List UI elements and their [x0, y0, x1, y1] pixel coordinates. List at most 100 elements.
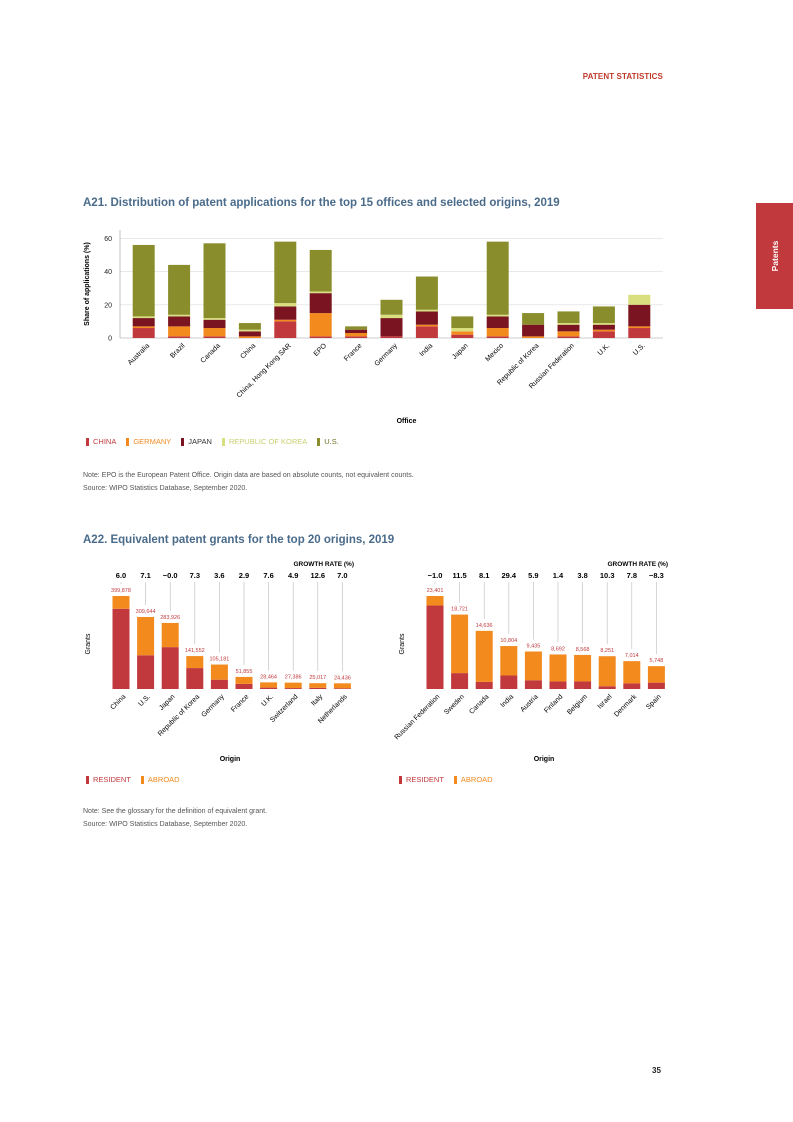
a22-left-total-label: 105,181 — [209, 657, 229, 663]
a22-left-bar-abroad — [235, 676, 253, 684]
a22-left-bar-abroad — [137, 616, 155, 656]
a22-right-growth-rate: 1.4 — [553, 571, 564, 580]
a21-bar-segment — [592, 323, 615, 325]
a22-right-growth-rate: 7.8 — [627, 571, 637, 580]
a22-left-bar-abroad — [112, 596, 130, 609]
a22-left-x-tick: France — [230, 693, 250, 713]
a22-right-bar-resident — [549, 681, 567, 689]
a21-bar-segment — [309, 336, 332, 338]
a21-bar-segment — [380, 299, 403, 315]
a22-legend-right: RESIDENT ABROAD — [399, 775, 493, 784]
a21-legend-swatch — [221, 437, 225, 446]
a22-left-growth-title: GROWTH RATE (%) — [293, 561, 354, 568]
a21-bar-segment — [415, 324, 438, 327]
a22-left-total-label: 25,017 — [309, 675, 326, 681]
a22-right-bar-abroad — [451, 614, 469, 674]
a21-bar-segment — [451, 334, 474, 338]
a22-left-total-label: 283,926 — [160, 615, 180, 621]
a21-bar-segment — [168, 314, 191, 317]
a21-bar-segment — [628, 304, 651, 327]
a22-left-bar-abroad — [284, 682, 302, 689]
a22-right-total-label: 9,435 — [527, 644, 541, 650]
a22-right-legend-item: ABROAD — [453, 775, 493, 784]
a22-right-growth-rate: −1.0 — [428, 571, 443, 580]
a21-x-label: Office — [397, 418, 417, 425]
a22-right-growth-rate: 10.3 — [600, 571, 615, 580]
a22-left-bar-resident — [333, 688, 351, 689]
a21-notes: Note: EPO is the European Patent Office.… — [83, 469, 414, 495]
a22-right-legend-label: ABROAD — [460, 775, 493, 784]
a21-bar-segment — [132, 316, 155, 319]
a22-right-bar-resident — [451, 673, 469, 689]
section-tab-label: Patents — [769, 240, 780, 272]
a22-left-total-label: 309,644 — [136, 609, 156, 615]
a22-legend-left: RESIDENT ABROAD — [86, 775, 180, 784]
a22-left-bar-abroad — [309, 683, 327, 688]
a21-bar-segment — [238, 336, 261, 338]
a21-bar-segment — [415, 276, 438, 310]
a22-right-bar-resident — [623, 683, 641, 689]
a21-chart: 0 20 40 60 Share of applications (%) Australi… — [84, 230, 663, 425]
a21-bar-segment — [132, 244, 155, 317]
a21-bar-segment — [274, 241, 297, 304]
a22-right-bar-abroad — [647, 666, 665, 683]
a21-bar-segment — [592, 331, 615, 338]
a21-bar-segment — [238, 323, 261, 330]
a21-y-tick: 60 — [104, 236, 112, 243]
a21-bar-segment — [628, 326, 651, 329]
a21-bar-segment — [203, 243, 226, 319]
a21-legend-label: REPUBLIC OF KOREA — [228, 437, 308, 446]
a22-left-growth-rate: 4.9 — [288, 571, 298, 580]
a21-bar-segment — [380, 336, 403, 338]
a21-bar-segment — [132, 326, 155, 329]
a21-x-tick: Brazil — [169, 342, 187, 360]
a21-title: A21. Distribution of patent applications… — [83, 197, 560, 209]
a21-legend-item: GERMANY — [126, 437, 171, 446]
a22-left-x-label: Origin — [220, 756, 241, 763]
a21-legend-item: CHINA — [86, 437, 116, 446]
section-tab[interactable]: Patents — [756, 203, 793, 309]
a21-bar-segment — [522, 336, 545, 338]
a22-right-bar-abroad — [623, 661, 641, 684]
a22-right-bar-abroad — [475, 630, 493, 682]
a22-left-total-label: 24,436 — [334, 675, 351, 681]
a22-left-growth-rate: 7.0 — [337, 571, 347, 580]
a21-x-tick: Japan — [451, 342, 470, 361]
a22-right-total-label: 10,804 — [500, 638, 517, 644]
a22-right-bar-resident — [598, 686, 616, 689]
a21-bar-segment — [203, 319, 226, 329]
a21-source: Source: WIPO Statistics Database, Septem… — [83, 485, 248, 492]
a22-left-bar-resident — [260, 687, 278, 689]
a21-bar-segment — [451, 328, 474, 332]
a21-bar-segment — [345, 329, 368, 334]
a22-left-legend-swatch — [86, 775, 89, 784]
a21-y-tick: 20 — [104, 302, 112, 309]
a22-left-growth-rate: 2.9 — [239, 571, 249, 580]
a21-bar-segment — [415, 311, 438, 325]
a22-right-bar-abroad — [598, 656, 616, 687]
a21-bar-segment — [274, 306, 297, 320]
a21-bar-segment — [238, 329, 261, 332]
a22-right-x-tick: Israel — [597, 693, 614, 710]
a21-bar-segment — [168, 316, 191, 327]
a22-left-bar-abroad — [210, 664, 228, 680]
a22-right-legend-item: RESIDENT — [399, 775, 444, 784]
a22-title: A22. Equivalent patent grants for the to… — [83, 534, 395, 546]
a21-bar-segment — [203, 328, 226, 337]
a22-right-total-label: 8,568 — [576, 647, 590, 653]
a22-right-x-tick: Finland — [543, 693, 564, 714]
a21-x-tick: Mexico — [484, 342, 505, 363]
a21-legend-item: REPUBLIC OF KOREA — [221, 437, 308, 446]
a22-right-x-label: Origin — [534, 756, 555, 763]
a22-left-growth-rate: 6.0 — [116, 571, 126, 580]
a22-right-bar-abroad — [426, 596, 444, 606]
a21-bar-segment — [168, 336, 191, 338]
a22-right-bar-resident — [426, 605, 444, 689]
a22-right-y-label: Grants — [399, 633, 406, 655]
a21-bar-segment — [486, 328, 509, 337]
a21-bar-segment — [486, 241, 509, 315]
running-header: PATENT STATISTICS — [582, 72, 663, 81]
a22-left-x-tick: Japan — [158, 693, 177, 712]
a21-bar-segment — [203, 318, 226, 320]
a21-legend-swatch — [126, 437, 130, 446]
